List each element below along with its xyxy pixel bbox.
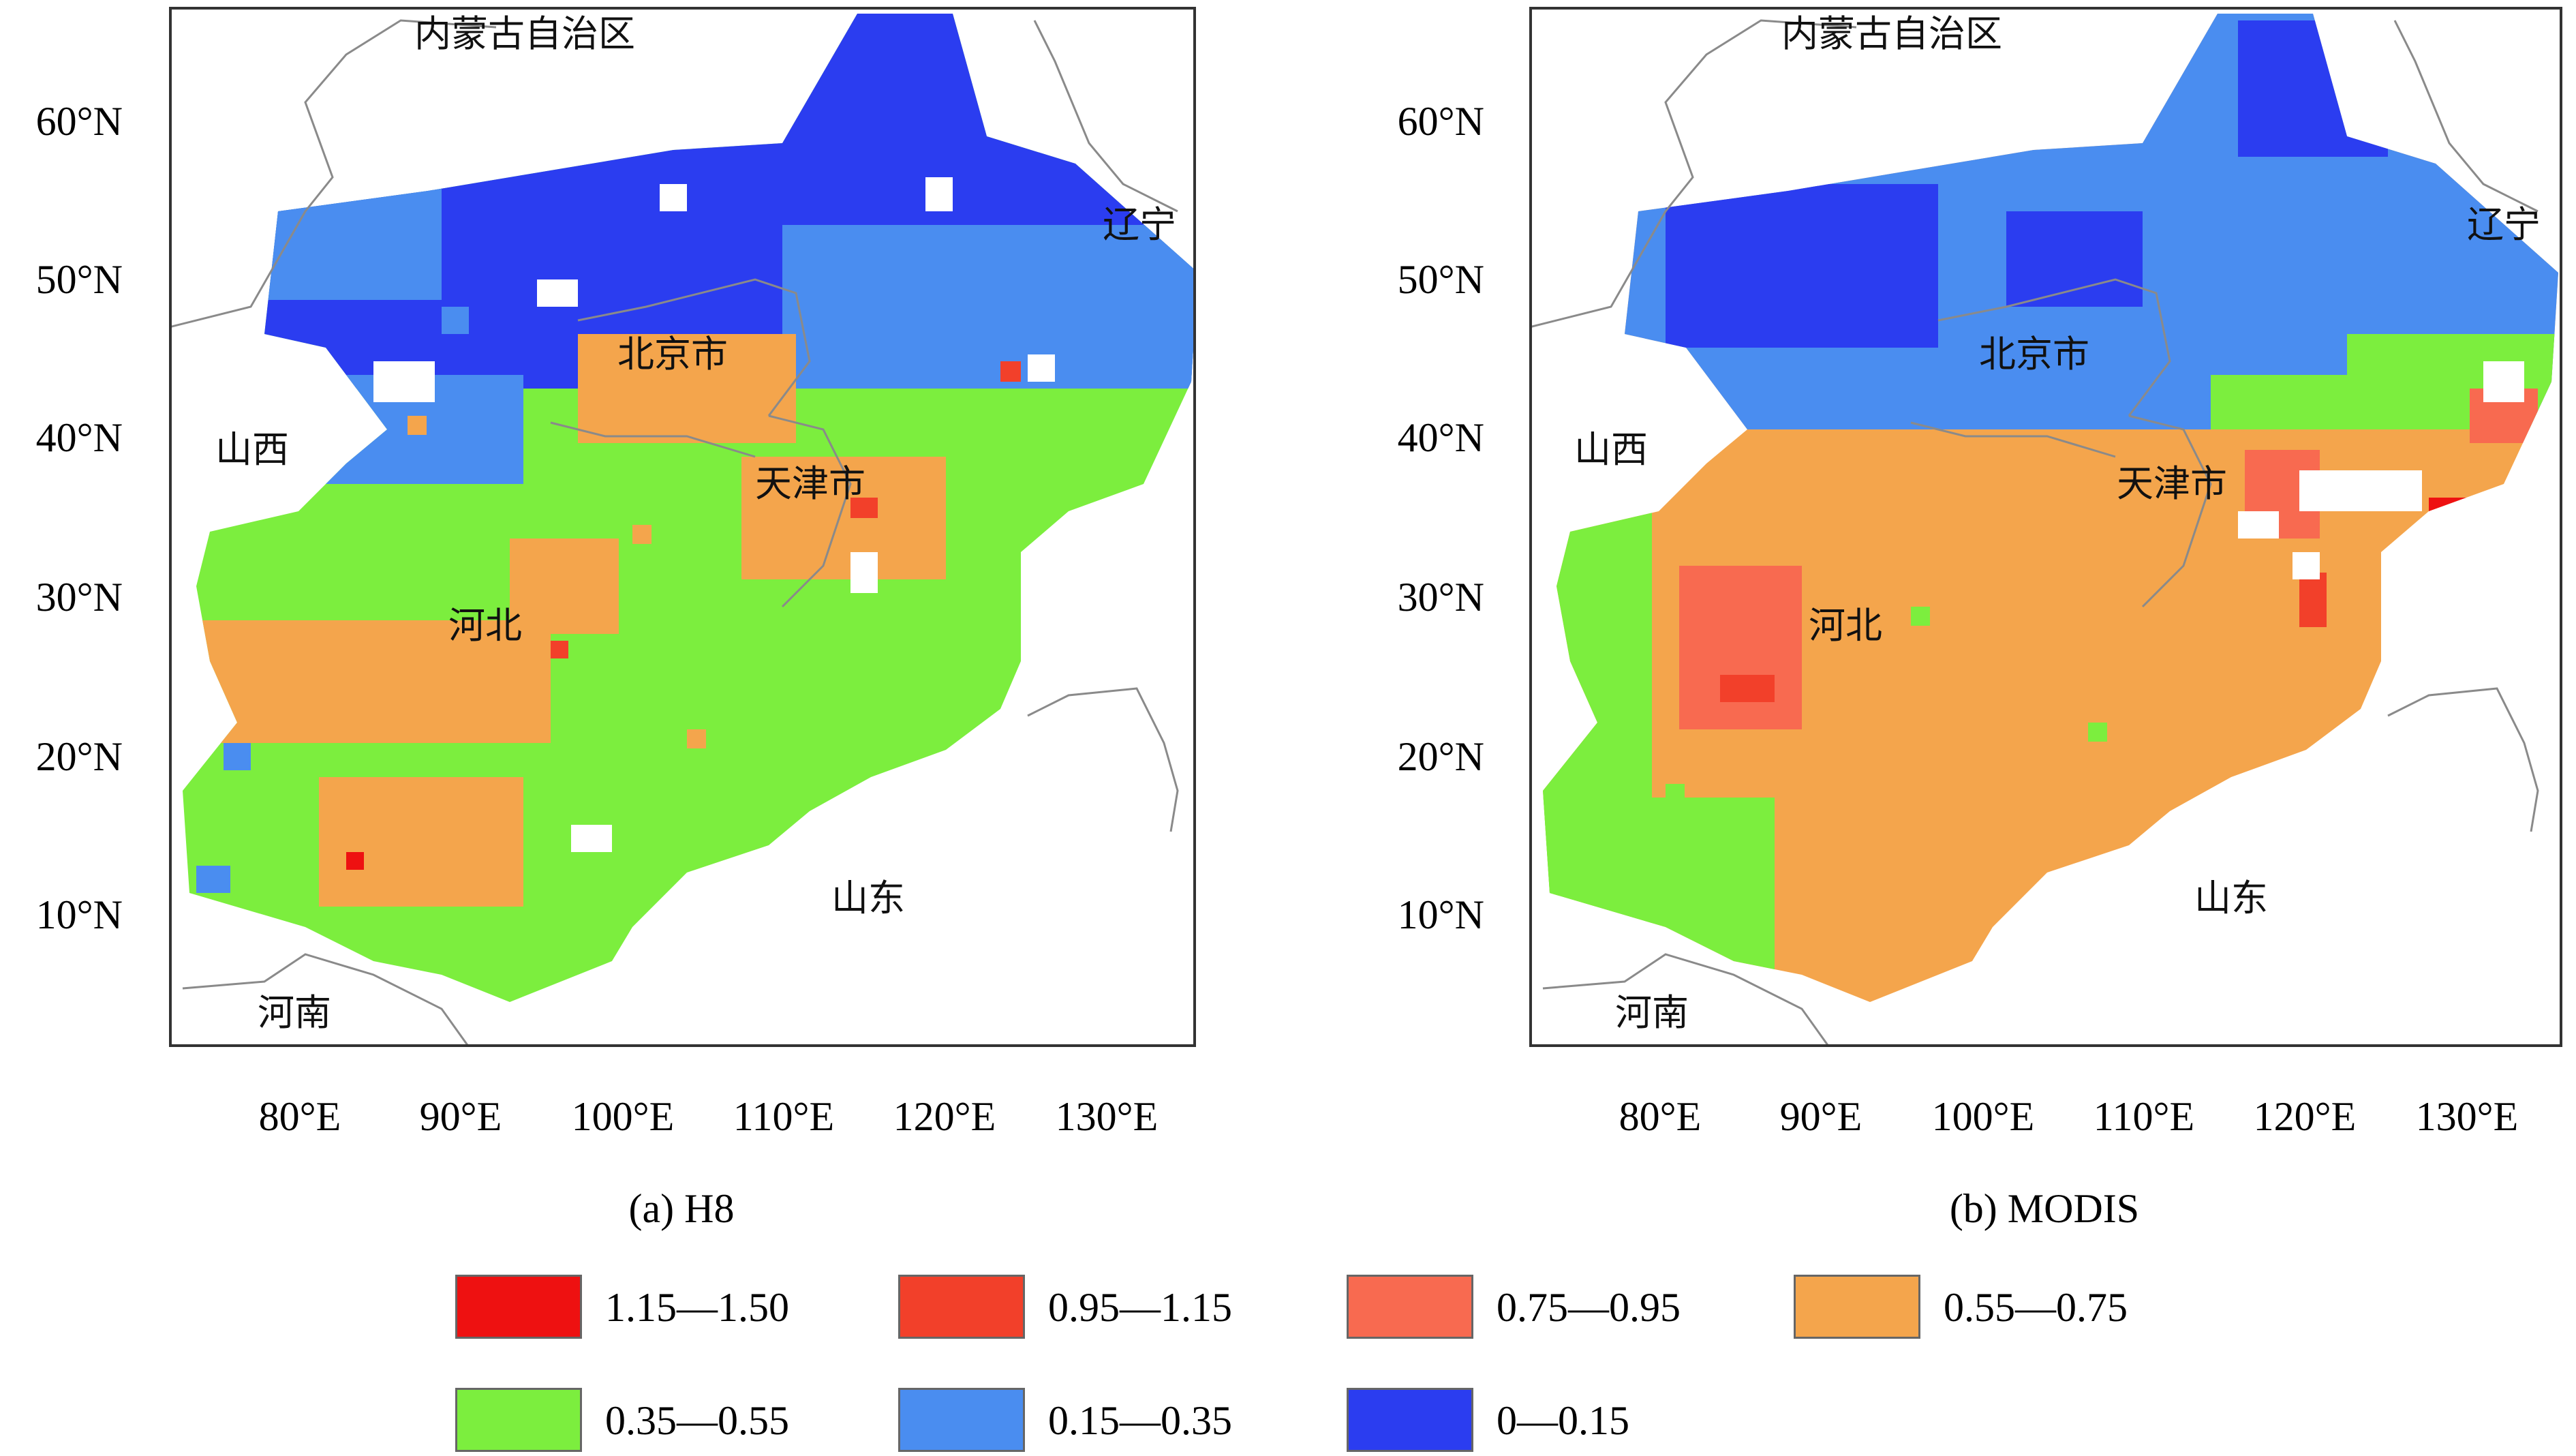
map-panel-modis: 内蒙古自治区 辽宁 北京市 山西 天津市 河北 山东 河南 — [1529, 7, 2562, 1047]
x-tick: 80°E — [1619, 1094, 1702, 1139]
label-inner-mongolia: 内蒙古自治区 — [1781, 12, 2002, 55]
label-hebei: 河北 — [448, 604, 522, 647]
y-tick: 10°N — [35, 892, 123, 937]
x-tick: 80°E — [258, 1094, 341, 1139]
label-hebei: 河北 — [1809, 604, 1882, 647]
y-tick: 20°N — [1397, 734, 1484, 779]
legend-label: 0—0.15 — [1497, 1398, 1629, 1443]
label-shanxi: 山西 — [215, 428, 289, 471]
map-area — [1529, 7, 2562, 1047]
y-tick: 60°N — [1397, 99, 1484, 144]
x-tick: 120°E — [893, 1094, 996, 1139]
label-beijing: 北京市 — [1979, 333, 2089, 376]
legend-swatch — [898, 1388, 1025, 1452]
legend-swatch — [898, 1275, 1025, 1339]
legend-swatch — [1347, 1275, 1473, 1339]
x-tick: 130°E — [2415, 1094, 2519, 1139]
x-tick: 90°E — [419, 1094, 502, 1139]
label-henan: 河南 — [258, 991, 331, 1034]
legend-swatch — [1347, 1388, 1473, 1452]
label-henan: 河南 — [1615, 991, 1689, 1034]
x-tick: 120°E — [2253, 1094, 2357, 1139]
y-tick: 10°N — [1397, 892, 1484, 937]
y-tick: 20°N — [35, 734, 123, 779]
label-inner-mongolia: 内蒙古自治区 — [414, 12, 635, 55]
x-tick: 110°E — [733, 1094, 835, 1139]
y-tick: 60°N — [35, 99, 123, 144]
legend-label: 0.15—0.35 — [1048, 1398, 1232, 1443]
legend-label: 0.55—0.75 — [1944, 1285, 2128, 1330]
x-tick: 130°E — [1055, 1094, 1159, 1139]
panel-caption-b: (b) MODIS — [1949, 1186, 2140, 1231]
y-tick: 40°N — [35, 415, 123, 460]
x-tick: 100°E — [1931, 1094, 2035, 1139]
legend-label: 0.75—0.95 — [1497, 1285, 1681, 1330]
y-tick: 50°N — [1397, 257, 1484, 302]
y-tick: 30°N — [35, 575, 123, 620]
legend-swatch — [455, 1275, 582, 1339]
label-tianjin: 天津市 — [755, 462, 865, 505]
label-liaoning: 辽宁 — [1103, 203, 1176, 246]
y-tick: 30°N — [1397, 575, 1484, 620]
x-tick: 90°E — [1779, 1094, 1862, 1139]
label-beijing: 北京市 — [617, 333, 728, 376]
legend-swatch — [1794, 1275, 1920, 1339]
label-liaoning: 辽宁 — [2467, 203, 2541, 246]
y-tick: 50°N — [35, 257, 123, 302]
label-shanxi: 山西 — [1574, 428, 1648, 471]
legend-label: 0.35—0.55 — [605, 1398, 789, 1443]
legend-label: 1.15—1.50 — [605, 1285, 789, 1330]
label-shandong: 山东 — [2194, 877, 2268, 920]
map-panel-h8: 内蒙古自治区 辽宁 北京市 山西 天津市 河北 山东 河南 — [169, 7, 1196, 1047]
legend-swatch — [455, 1388, 582, 1452]
label-shandong: 山东 — [831, 877, 905, 920]
label-tianjin: 天津市 — [2117, 462, 2227, 505]
map-area — [169, 7, 1196, 1047]
y-tick: 40°N — [1397, 415, 1484, 460]
x-tick: 100°E — [571, 1094, 675, 1139]
legend-label: 0.95—1.15 — [1048, 1285, 1232, 1330]
panel-caption-a: (a) H8 — [628, 1186, 735, 1231]
x-tick: 110°E — [2093, 1094, 2195, 1139]
